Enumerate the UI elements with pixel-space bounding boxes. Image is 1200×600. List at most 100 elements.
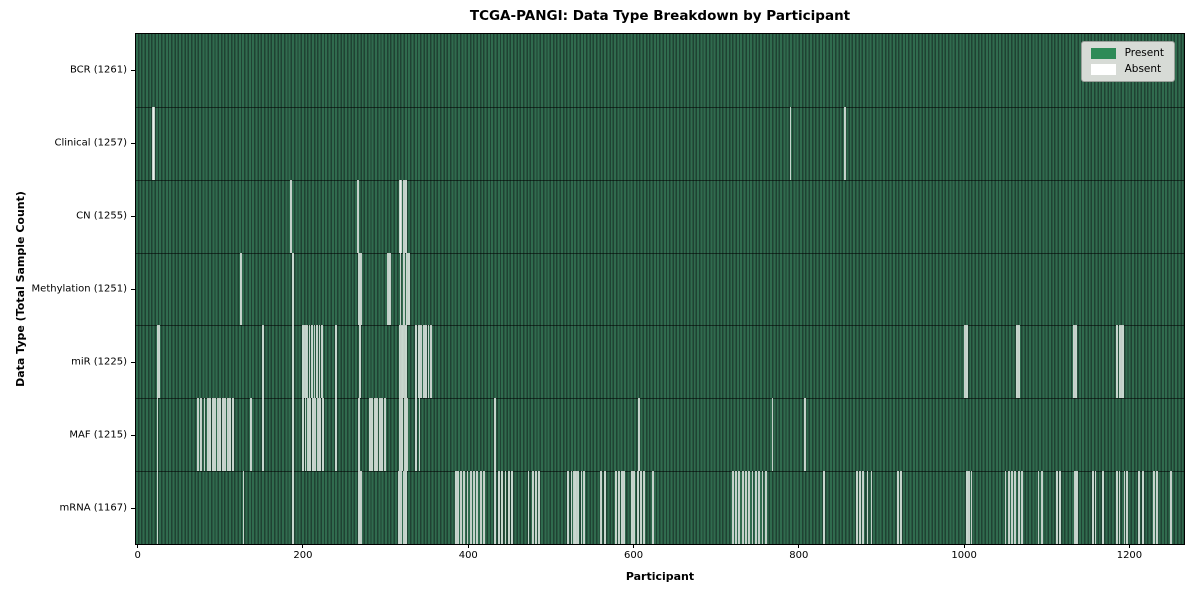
absent-cell <box>321 398 324 472</box>
absent-cell <box>400 179 403 253</box>
absent-cell <box>748 471 751 544</box>
legend-item-absent: Absent <box>1090 64 1164 75</box>
absent-cell <box>381 398 384 472</box>
absent-cell <box>400 471 403 544</box>
absent-cell <box>197 398 199 472</box>
absent-cell <box>1120 325 1123 399</box>
absent-cell <box>359 471 362 544</box>
absent-cell <box>316 398 319 472</box>
absent-cell <box>401 398 404 472</box>
absent-cell <box>855 471 858 544</box>
absent-cell <box>771 398 774 472</box>
absent-cell <box>527 471 530 544</box>
absent-cell <box>156 398 159 472</box>
absent-cell <box>1094 471 1097 544</box>
y-tick-label-BCR: BCR (1261) <box>69 64 127 76</box>
absent-cell <box>219 398 222 472</box>
absent-cell <box>1155 471 1158 544</box>
absent-cell <box>242 471 245 544</box>
absent-cell <box>1121 325 1124 399</box>
absent-cell <box>358 398 361 472</box>
absent-cell <box>859 471 861 544</box>
absent-cell <box>292 471 294 544</box>
absent-cell <box>1076 471 1079 544</box>
row-separator <box>136 471 1184 473</box>
row-separator <box>136 398 1184 400</box>
absent-cell <box>1116 325 1118 399</box>
absent-cell <box>1059 471 1061 544</box>
absent-cell <box>900 471 903 544</box>
absent-cell <box>483 471 485 544</box>
absent-cell <box>401 325 404 399</box>
absent-cell <box>1021 471 1023 544</box>
absent-cell <box>383 398 386 472</box>
absent-cell <box>415 398 418 472</box>
absent-cell <box>638 398 641 472</box>
absent-cell <box>231 398 234 472</box>
absent-cell <box>493 398 496 472</box>
row-separator <box>136 179 1184 181</box>
absent-cell <box>636 471 639 544</box>
absent-cell <box>398 398 401 472</box>
absent-cell <box>574 471 577 544</box>
absent-cell <box>497 471 500 544</box>
x-tick-label: 600 <box>624 550 644 561</box>
y-tick-mark <box>131 289 135 290</box>
absent-cell <box>405 325 408 399</box>
absent-cell <box>335 325 337 399</box>
absent-cell <box>577 471 580 544</box>
absent-cell <box>226 398 229 472</box>
absent-cell <box>1116 471 1118 544</box>
absent-cell <box>262 325 265 399</box>
absent-cell <box>249 398 252 472</box>
y-tick-mark <box>131 434 135 436</box>
x-tick-label: 1200 <box>1116 550 1143 561</box>
legend: Present Absent <box>1080 41 1175 82</box>
absent-cell <box>741 471 744 544</box>
x-tick-label: 1000 <box>951 550 977 561</box>
absent-cell <box>229 398 232 472</box>
absent-cell <box>538 471 541 544</box>
absent-cell <box>427 325 430 399</box>
absent-cell <box>501 471 504 544</box>
absent-cell <box>862 471 865 544</box>
absent-cell <box>617 471 620 544</box>
x-tick-mark <box>467 544 469 548</box>
absent-cell <box>1126 471 1128 544</box>
absent-cell <box>417 325 420 399</box>
absent-cell <box>1141 471 1144 544</box>
absent-cell <box>640 471 642 544</box>
y-tick-label-mRNA: mRNA (1167) <box>59 502 127 514</box>
absent-cell <box>1138 471 1141 544</box>
absent-cell <box>1074 325 1077 399</box>
absent-cell <box>405 471 408 544</box>
absent-cell <box>463 471 466 544</box>
y-tick-label-Clinical: Clinical (1257) <box>54 137 128 149</box>
absent-cell <box>1102 471 1104 544</box>
absent-cell <box>573 471 575 544</box>
absent-cell <box>262 398 265 472</box>
absent-cell <box>965 471 968 544</box>
chart-title: TCGA-PANGI: Data Type Breakdown by Parti… <box>469 8 851 24</box>
absent-cell <box>476 471 479 544</box>
absent-cell <box>407 252 410 326</box>
absent-cell <box>302 398 304 472</box>
absent-cell <box>567 471 570 544</box>
absent-cell <box>535 471 537 544</box>
absent-cell <box>570 471 573 544</box>
absent-cell <box>319 398 322 472</box>
absent-cell <box>600 471 603 544</box>
absent-cell <box>216 398 219 472</box>
absent-cell <box>406 398 408 472</box>
y-tick-label-miR: miR (1225) <box>71 356 127 368</box>
absent-cell <box>803 398 806 472</box>
absent-cell <box>735 471 737 544</box>
absent-cell <box>621 471 623 544</box>
absent-cell <box>1123 471 1126 544</box>
absent-cell <box>473 471 475 544</box>
absent-swatch-icon <box>1090 64 1116 75</box>
absent-cell <box>425 325 427 399</box>
absent-cell <box>156 325 159 399</box>
absent-cell <box>1014 471 1017 544</box>
absent-cell <box>652 471 655 544</box>
